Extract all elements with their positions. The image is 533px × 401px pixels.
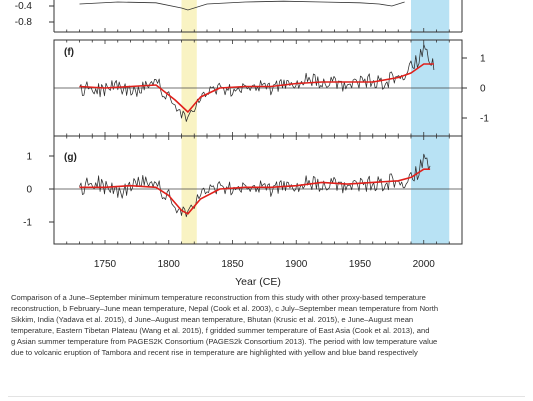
x-tick-label: 1950: [349, 259, 372, 270]
x-tick-label: 2000: [413, 259, 436, 270]
caption-line: temperature, Eastern Tibetan Plateau (Wa…: [11, 325, 430, 335]
x-axis-label: Year (CE): [235, 276, 281, 288]
panel-label-f: (f): [64, 47, 74, 58]
y-tick-label: -0.4: [15, 1, 33, 12]
y-tick-label: 1: [480, 54, 486, 65]
divider: [8, 396, 525, 397]
x-tick-label: 1900: [285, 259, 308, 270]
series-smoothed-line: [79, 168, 431, 215]
y-tick-label: -1: [23, 218, 32, 229]
panel-frames: [49, 0, 467, 245]
series-smoothed-line: [79, 63, 434, 113]
band-recent-rise: [411, 0, 450, 244]
caption-line: reconstruction, b February–June mean tem…: [11, 303, 439, 313]
y-tick-label: -0.8: [15, 17, 33, 28]
caption-line: g Asian summer temperature from PAGES2K …: [11, 336, 438, 346]
panel-series: [79, 0, 435, 218]
y-tick-label: 0: [480, 84, 486, 95]
caption-line: Sikkim, India (Yadava et al. 2015), d Ju…: [11, 314, 414, 324]
caption-line: Comparison of a June–September minimum t…: [11, 293, 426, 302]
series-raw-line: [79, 43, 435, 122]
figure: (f) (g) Year (CE) 1750 1800 1850 1900 1950 20…: [15, 0, 490, 288]
panel-label-g: (g): [64, 152, 77, 163]
y-tick-label: -1: [480, 114, 489, 125]
x-tick-label: 1750: [94, 259, 117, 270]
x-tick-label: 1800: [158, 259, 181, 270]
top-panel-line: [79, 0, 405, 11]
y-tick-label: 0: [26, 185, 32, 196]
y-tick-label: 1: [26, 152, 32, 163]
band-tambora: [181, 0, 197, 244]
figure-caption: Comparison of a June–September minimum t…: [11, 293, 523, 358]
figure-svg: (f) (g) Year (CE) 1750 1800 1850 1900 1950 20…: [15, 0, 490, 288]
caption-line: due to volcanic eruption of Tambora and …: [11, 347, 418, 357]
x-tick-label: 1850: [221, 259, 244, 270]
highlight-bands: [181, 0, 450, 244]
axes: (f) (g) Year (CE) 1750 1800 1850 1900 1950 20…: [15, 1, 490, 288]
